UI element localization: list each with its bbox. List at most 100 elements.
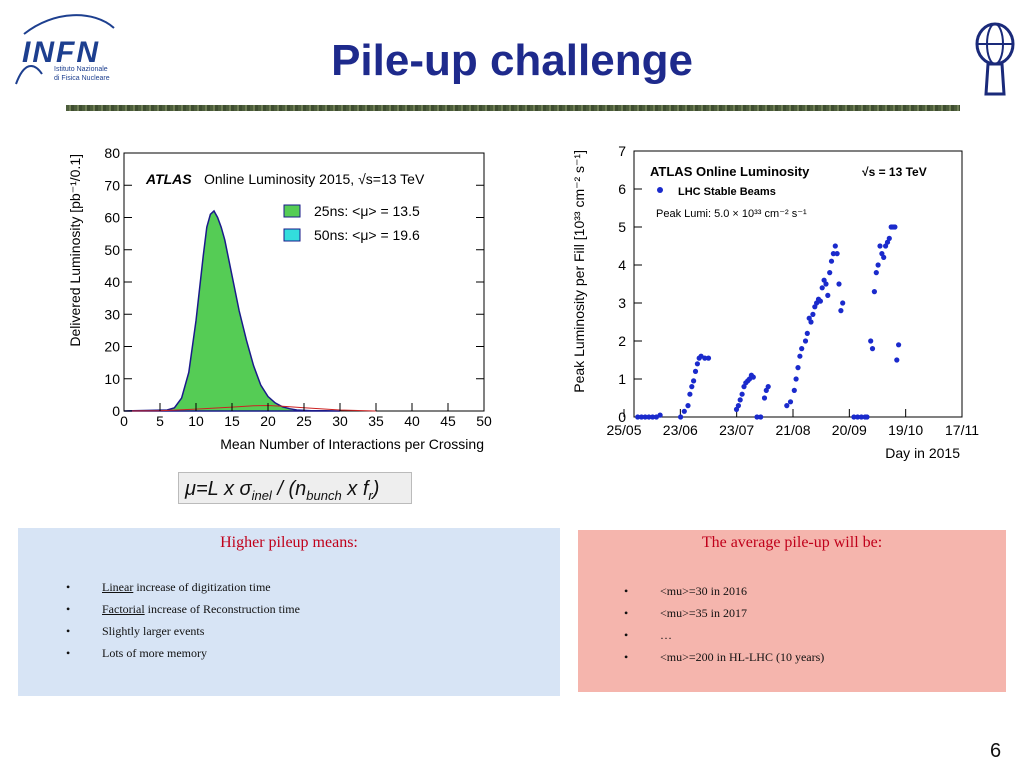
data-point xyxy=(858,414,864,420)
pileup-chart-frame xyxy=(123,152,485,412)
x-tick-label: 23/07 xyxy=(719,422,754,438)
data-point xyxy=(678,414,684,420)
list-item-text: … xyxy=(660,628,672,642)
x-tick-label: 15 xyxy=(224,413,240,429)
data-point xyxy=(808,319,814,325)
data-point xyxy=(635,414,641,420)
y-tick-label: 4 xyxy=(618,257,626,273)
x-tick-label: 21/08 xyxy=(775,422,810,438)
page-number: 6 xyxy=(990,740,1002,762)
y-tick-label: 50 xyxy=(104,242,120,258)
data-point xyxy=(836,281,842,287)
data-point xyxy=(830,251,836,257)
data-point xyxy=(694,361,700,367)
higher-pileup-box: Higher pileup means: • Linear increase of… xyxy=(18,528,560,696)
x-tick-label: 30 xyxy=(332,413,348,429)
list-item-text: increase of digitization time xyxy=(133,580,271,594)
data-point xyxy=(638,414,645,420)
legend-swatch-50ns xyxy=(283,228,301,242)
legend-swatch-25ns xyxy=(283,204,301,218)
data-point xyxy=(793,376,799,382)
infn-logo-mark xyxy=(15,65,43,85)
list-item-text: <mu>=35 in 2017 xyxy=(660,606,747,620)
slide-title: Pile-up challenge xyxy=(331,36,693,85)
data-point xyxy=(838,308,844,314)
data-point xyxy=(828,258,835,264)
pileup-formula: μ=L x σinel / (nbunch x fr) xyxy=(178,472,412,504)
data-point xyxy=(787,399,794,405)
list-item-emphasis: Linear xyxy=(102,580,134,594)
average-pileup-box: The average pile-up will be: • <mu>=30 in… xyxy=(578,530,1006,692)
data-point xyxy=(869,346,876,352)
higher-pileup-list: • Linear increase of digitization time • F… xyxy=(66,576,300,664)
data-point xyxy=(871,289,877,295)
x-tick-label: 40 xyxy=(404,413,420,429)
list-item-text: <mu>=200 in HL-LHC (10 years) xyxy=(660,650,825,664)
x-tick-label: 50 xyxy=(476,413,492,429)
data-point xyxy=(646,414,652,420)
data-point xyxy=(881,254,887,260)
series-50ns-line xyxy=(123,404,377,412)
data-point xyxy=(855,414,861,420)
x-tick-label: 17/11 xyxy=(945,422,979,438)
y-tick-label: 6 xyxy=(618,181,626,197)
data-point xyxy=(687,391,693,397)
data-point xyxy=(877,243,883,249)
y-tick-label: 0 xyxy=(618,409,626,425)
x-tick-label: 0 xyxy=(120,413,128,429)
peak-lumi-x-axis-label: Day in 2015 xyxy=(885,445,960,461)
list-item: • <mu>=30 in 2016 xyxy=(624,584,747,598)
data-point xyxy=(896,342,902,348)
data-point xyxy=(817,298,823,304)
data-point xyxy=(827,270,833,276)
data-point xyxy=(685,403,691,409)
x-tick-label: 35 xyxy=(368,413,384,429)
data-point xyxy=(691,378,697,384)
data-point xyxy=(823,281,829,287)
y-tick-label: 60 xyxy=(104,210,120,226)
pileup-y-axis-label: Delivered Luminosity [pb⁻¹/0.1] xyxy=(67,154,83,347)
infn-logo-line1: Istituto Nazionale xyxy=(54,66,108,73)
pileup-chart-title: Online Luminosity 2015, √s=13 TeV xyxy=(204,171,425,187)
y-tick-label: 0 xyxy=(112,403,120,419)
x-tick-label: 10 xyxy=(188,413,204,429)
peak-lumi-energy: √s = 13 TeV xyxy=(862,165,927,179)
legend-marker-stable-beams xyxy=(657,187,663,193)
y-tick-label: 5 xyxy=(618,219,626,235)
peak-lumi-chart-svg: 0 1 2 3 4 5 6 7 25/05 23/06 23/07 21/08 20/09 19/10 1… xyxy=(571,143,979,461)
average-pileup-list: • <mu>=30 in 2016 • <mu>=35 in 2017 •… • <m… xyxy=(624,580,825,668)
data-point xyxy=(802,338,809,344)
data-point xyxy=(702,355,708,361)
list-item: • Factorial increase of Reconstruction ti… xyxy=(66,602,300,616)
y-tick-label: 2 xyxy=(618,333,626,349)
data-point xyxy=(799,346,805,352)
pileup-chart-svg: 0 10 20 30 40 50 60 70 80 0 5 10 15 20 25 30 35 40 45 50 A… xyxy=(67,145,492,452)
x-tick-label: 5 xyxy=(156,413,164,429)
data-point xyxy=(735,403,741,409)
list-item: •… xyxy=(624,628,672,642)
data-point xyxy=(681,408,687,414)
list-item-text: increase of Reconstruction time xyxy=(144,602,300,616)
data-point xyxy=(851,414,857,420)
peak-lumi-y-axis-label: Peak Luminosity per Fill [10³³ cm⁻² s⁻¹] xyxy=(571,150,587,393)
x-tick-label: 25 xyxy=(296,413,312,429)
list-item-text: <mu>=30 in 2016 xyxy=(660,584,747,598)
peak-luminosity-chart: 0 1 2 3 4 5 6 7 25/05 23/06 23/07 21/08 20/09 19/10 1… xyxy=(564,140,984,470)
data-point xyxy=(705,355,712,361)
data-point xyxy=(886,235,892,241)
peak-lumi-chart-frame xyxy=(633,150,963,418)
list-item: • Lots of more memory xyxy=(66,646,207,660)
data-point xyxy=(692,368,699,374)
y-tick-label: 30 xyxy=(104,306,120,322)
peak-lumi-chart-title: ATLAS Online Luminosity xyxy=(650,164,810,179)
data-point xyxy=(810,311,816,317)
y-tick-label: 80 xyxy=(104,145,120,161)
x-tick-label: 45 xyxy=(440,413,456,429)
infn-logo: INFN Istituto Nazionale di Fisica Nuclea… xyxy=(14,14,124,85)
data-point xyxy=(689,384,695,390)
y-tick-label: 3 xyxy=(618,295,626,311)
data-point xyxy=(791,387,797,393)
series-25ns-area xyxy=(123,209,341,412)
data-point xyxy=(754,414,760,420)
higher-pileup-heading: Higher pileup means: xyxy=(220,534,358,551)
